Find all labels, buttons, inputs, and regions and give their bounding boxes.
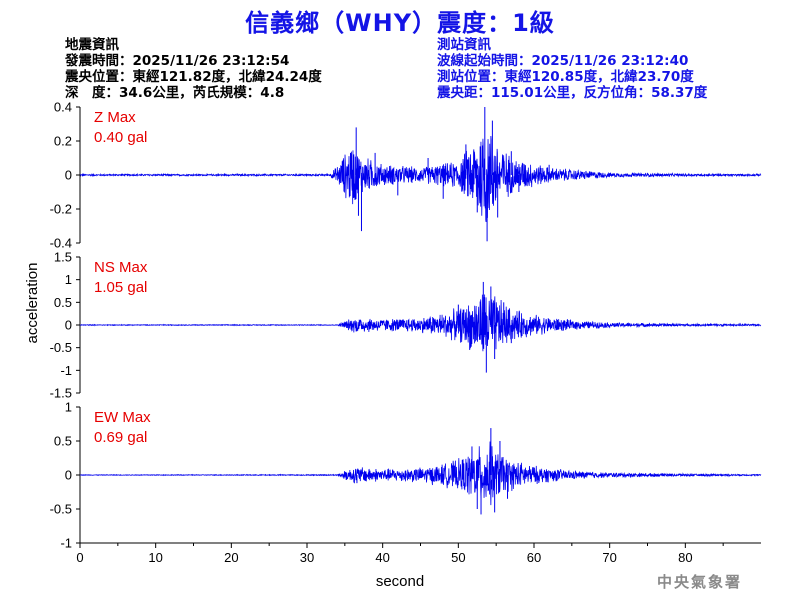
- x-tick-label: 60: [527, 550, 541, 565]
- y-tick-label: -1.5: [50, 386, 72, 401]
- station-location: 測站位置：東經120.85度，北緯23.70度: [437, 69, 694, 85]
- x-axis: 0 10 20 30 40 50 60 70 80: [76, 542, 761, 565]
- quake-info-heading: 地震資訊: [65, 37, 119, 53]
- y-tick-label: -0.5: [50, 502, 72, 517]
- max-label: NS Max: [94, 259, 148, 276]
- y-tick-label: 0: [65, 318, 72, 333]
- x-tick-label: 70: [602, 550, 616, 565]
- station-info-heading: 測站資訊: [437, 37, 491, 53]
- y-tick-label: -1: [60, 536, 72, 551]
- y-tick-label: 0.5: [54, 295, 72, 310]
- y-tick-label: 1.5: [54, 250, 72, 265]
- max-value: 1.05 gal: [94, 279, 147, 296]
- max-label: EW Max: [94, 409, 151, 426]
- x-tick-label: 50: [451, 550, 465, 565]
- y-tick-label: 0: [65, 468, 72, 483]
- station-info-block: 測站資訊 波線起始時間：2025/11/26 23:12:40 測站位置：東經1…: [437, 37, 707, 101]
- y-tick-label: -0.2: [50, 202, 72, 217]
- x-tick-label: 0: [76, 550, 83, 565]
- page-title: 信義鄉（WHY）震度：1級: [245, 9, 555, 37]
- y-tick-label: -1: [60, 363, 72, 378]
- y-tick-label: 0.2: [54, 134, 72, 149]
- waveform-trace: [79, 294, 762, 352]
- panel-z: 0.4 0.2 0 -0.2 -0.4 Z Max 0.40 gal: [50, 100, 762, 251]
- agency-watermark: 中央氣象署: [657, 573, 743, 591]
- epicenter-location: 震央位置：東經121.82度，北緯24.24度: [65, 69, 322, 85]
- epicentral-distance: 震央距：115.01公里，反方位角：58.37度: [437, 85, 708, 101]
- waveform-trace: [79, 136, 762, 223]
- y-tick-label: -0.4: [50, 236, 72, 251]
- y-axis-label: acceleration: [24, 263, 41, 344]
- waveform-trace: [79, 441, 762, 506]
- depth-magnitude: 深 度：34.6公里，芮氏規模：4.8: [65, 85, 285, 101]
- quake-info-block: 地震資訊 發震時間：2025/11/26 23:12:54 震央位置：東經121…: [65, 37, 322, 101]
- x-tick-label: 30: [300, 550, 314, 565]
- max-value: 0.40 gal: [94, 129, 147, 146]
- x-tick-label: 40: [375, 550, 389, 565]
- y-tick-label: 0.5: [54, 434, 72, 449]
- y-tick-label: 0.4: [54, 100, 72, 115]
- max-label: Z Max: [94, 109, 136, 126]
- waveform-start-time: 波線起始時間：2025/11/26 23:12:40: [437, 53, 689, 69]
- x-tick-label: 20: [224, 550, 238, 565]
- origin-time: 發震時間：2025/11/26 23:12:54: [65, 53, 290, 69]
- y-tick-label: 1: [65, 400, 72, 415]
- panel-ew: 1 0.5 0 -0.5 -1 EW Max 0.69 gal: [50, 400, 762, 551]
- y-tick-label: 1: [65, 272, 72, 287]
- y-tick-label: -0.5: [50, 340, 72, 355]
- x-tick-label: 10: [148, 550, 162, 565]
- panel-ns: 1.5 1 0.5 0 -0.5 -1 -1.5 NS Max 1.05 gal: [50, 250, 762, 401]
- y-tick-label: 0: [65, 168, 72, 183]
- x-axis-label: second: [376, 573, 424, 590]
- max-value: 0.69 gal: [94, 429, 147, 446]
- x-tick-label: 80: [678, 550, 692, 565]
